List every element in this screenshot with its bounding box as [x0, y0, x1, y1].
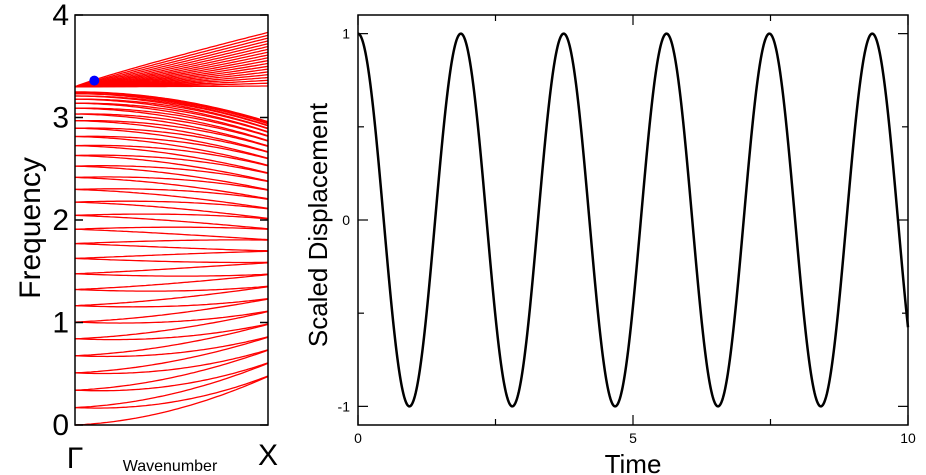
acoustic-band	[75, 263, 268, 274]
left-y-tick-label: 3	[52, 102, 69, 135]
acoustic-band	[75, 337, 268, 373]
acoustic-band	[75, 251, 268, 258]
acoustic-band	[75, 229, 268, 239]
acoustic-band	[75, 299, 268, 322]
acoustic-band	[75, 227, 268, 229]
right-plot-frame	[358, 15, 908, 425]
displacement-curve	[358, 34, 908, 407]
acoustic-band	[75, 287, 268, 306]
right-y-tick-label: 1	[342, 26, 350, 42]
acoustic-band	[75, 274, 268, 276]
right-x-tick-label: 0	[354, 430, 362, 446]
dispersion-chart: 0 1 2 3 4 Γ X Wavenumber Frequency	[14, 0, 278, 475]
x-tick-x: X	[258, 439, 278, 472]
left-y-tick-label: 1	[52, 307, 69, 340]
right-y-tick-label: 0	[342, 212, 350, 228]
selected-mode-marker[interactable]	[89, 76, 99, 86]
left-y-tick-label: 4	[52, 0, 69, 32]
displacement-chart: 0 5 10 -101 Time Scaled Displacement	[303, 15, 916, 475]
right-y-axis-label: Scaled Displacement	[303, 102, 333, 347]
right-y-tick-label: -1	[338, 398, 351, 414]
acoustic-band	[75, 377, 268, 426]
x-tick-gamma: Γ	[67, 442, 84, 475]
right-y-ticks: -1 0 1	[338, 26, 908, 415]
acoustic-band	[75, 299, 268, 307]
right-x-tick-label: 10	[900, 430, 916, 446]
left-y-tick-label: 0	[52, 409, 69, 442]
acoustic-band	[75, 240, 268, 244]
optical-band	[75, 86, 268, 87]
right-x-axis-label: Time	[605, 449, 662, 475]
right-x-tick-label: 5	[629, 430, 637, 446]
acoustic-band	[75, 311, 268, 323]
left-y-axis-label: Frequency	[14, 157, 47, 299]
left-y-tick-label: 2	[52, 204, 69, 237]
acoustic-band	[75, 275, 268, 290]
dispersion-bands	[75, 32, 268, 425]
right-x-ticks: 0 5 10	[354, 15, 916, 446]
acoustic-band	[75, 244, 268, 251]
acoustic-band	[75, 258, 268, 262]
left-x-axis-label: Wavenumber	[123, 458, 218, 475]
acoustic-band	[75, 376, 268, 408]
